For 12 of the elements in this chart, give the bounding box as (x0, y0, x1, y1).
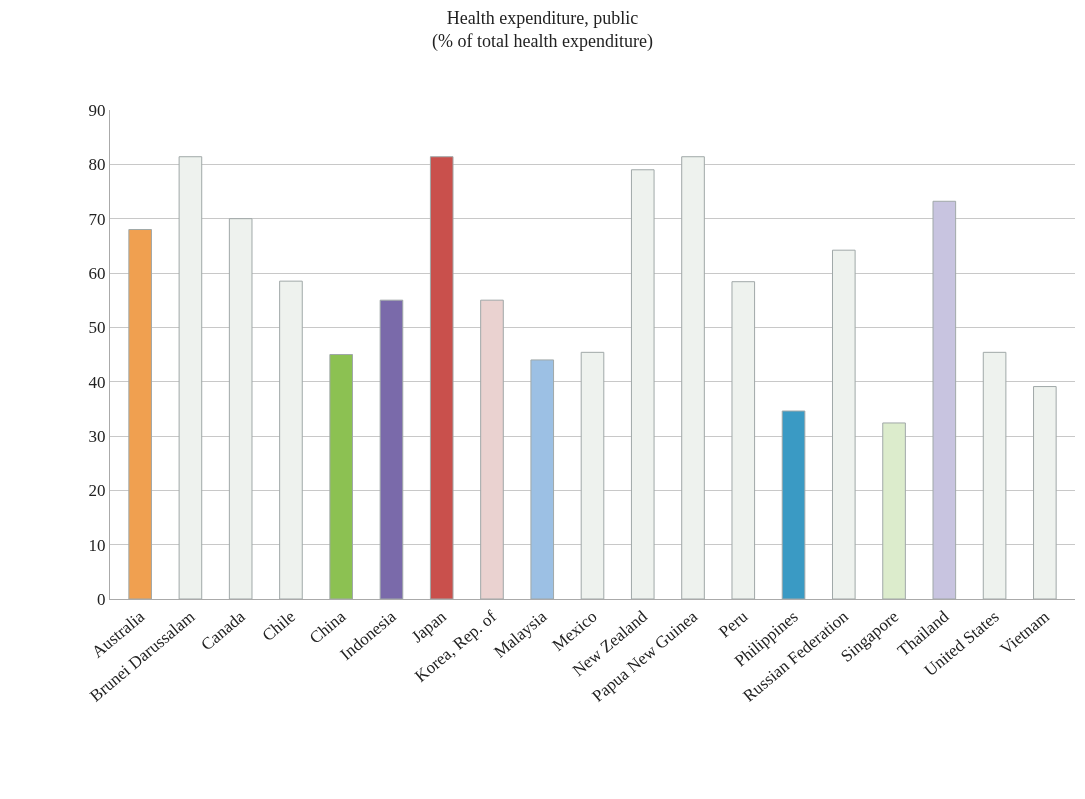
y-tick-label: 10 (88, 535, 106, 555)
y-tick-label: 80 (88, 155, 106, 175)
y-tick-label: 0 (97, 589, 106, 609)
y-tick-label: 50 (88, 318, 106, 338)
y-tick-label: 20 (88, 481, 106, 501)
y-tick-label: 90 (88, 100, 106, 120)
y-tick-label: 60 (88, 263, 106, 283)
x-tick-label: Chile (258, 606, 299, 646)
chart-title: Health expenditure, public (% of total health expenditure) (432, 7, 653, 53)
y-tick-label: 40 (88, 372, 106, 392)
y-tick-label: 30 (88, 426, 106, 446)
y-tick-label: 70 (88, 209, 106, 229)
